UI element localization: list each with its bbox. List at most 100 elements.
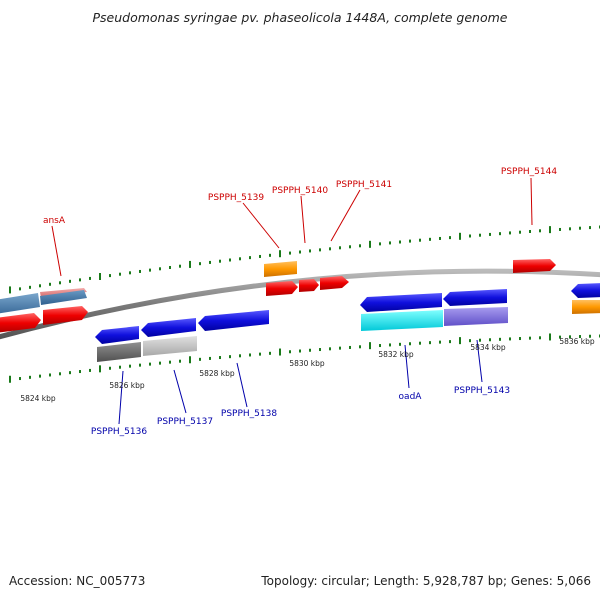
minor-tick <box>339 346 341 350</box>
gene-steel-2[interactable] <box>40 290 87 305</box>
minor-tick <box>299 349 301 353</box>
kbp-label: 5832 kbp <box>378 350 414 359</box>
minor-tick <box>299 250 301 254</box>
major-tick <box>9 286 11 294</box>
label-PSPPH_5137[interactable]: PSPPH_5137 <box>157 417 213 427</box>
minor-tick <box>179 359 181 363</box>
gene-PSPPH_5144[interactable] <box>513 259 556 273</box>
label-PSPPH_5139[interactable]: PSPPH_5139 <box>208 193 264 203</box>
minor-tick <box>559 227 561 231</box>
minor-tick <box>29 375 31 379</box>
minor-tick <box>399 240 401 244</box>
label-PSPPH_5138[interactable]: PSPPH_5138 <box>221 409 277 419</box>
major-tick <box>99 273 101 280</box>
minor-tick <box>529 336 531 340</box>
gene-oadA-blue[interactable] <box>360 293 442 312</box>
map-title: Pseudomonas syringae pv. phaseolicola 14… <box>92 10 508 25</box>
minor-tick <box>389 241 391 245</box>
forward-tick-row <box>9 225 600 294</box>
minor-tick <box>259 254 261 258</box>
label-PSPPH_5136[interactable]: PSPPH_5136 <box>91 427 147 437</box>
minor-tick <box>479 233 481 237</box>
label-PSPPH_5141[interactable]: PSPPH_5141 <box>336 180 392 190</box>
kbp-label: 5826 kbp <box>109 381 145 390</box>
label-leaders <box>51 177 533 425</box>
reverse-tick-row <box>9 333 600 383</box>
gene-red-1[interactable] <box>0 313 41 333</box>
minor-tick <box>329 347 331 351</box>
label-ansA[interactable]: ansA <box>43 216 66 226</box>
major-tick <box>459 337 461 345</box>
gene-PSPPH_5141[interactable] <box>320 276 349 290</box>
minor-tick <box>79 370 81 374</box>
minor-tick <box>219 259 221 263</box>
minor-tick <box>319 348 321 352</box>
minor-tick <box>119 365 121 369</box>
minor-tick <box>89 276 91 280</box>
major-tick <box>369 240 371 248</box>
leader-PSPPH_5143 <box>476 339 483 383</box>
minor-tick <box>349 245 351 249</box>
gene-orange-right[interactable] <box>572 300 600 314</box>
minor-tick <box>569 227 571 231</box>
label-oadA[interactable]: oadA <box>399 392 423 402</box>
kbp-label: 5834 kbp <box>470 343 506 352</box>
gene-gray-dark[interactable] <box>97 342 141 362</box>
gene-PSPPH_5143[interactable] <box>444 307 508 326</box>
minor-tick <box>49 373 51 377</box>
minor-tick <box>139 269 141 273</box>
minor-tick <box>529 229 531 233</box>
minor-tick <box>489 232 491 236</box>
label-PSPPH_5140[interactable]: PSPPH_5140 <box>272 186 328 196</box>
minor-tick <box>479 338 481 342</box>
minor-tick <box>509 337 511 341</box>
gene-gray-light[interactable] <box>143 336 197 356</box>
major-tick <box>9 375 11 383</box>
minor-tick <box>79 278 81 282</box>
minor-tick <box>169 360 171 364</box>
major-tick <box>279 348 281 356</box>
kbp-label: 5830 kbp <box>289 359 325 368</box>
minor-tick <box>269 253 271 257</box>
minor-tick <box>109 366 111 370</box>
minor-tick <box>19 287 21 291</box>
minor-tick <box>469 234 471 238</box>
minor-tick <box>209 260 211 264</box>
minor-tick <box>179 264 181 268</box>
gene-PSPPH_5143-blue[interactable] <box>443 289 507 306</box>
major-tick <box>279 250 281 258</box>
minor-tick <box>399 342 401 346</box>
leader-oadA <box>404 344 410 389</box>
minor-tick <box>559 335 561 339</box>
gene-PSPPH_5138[interactable] <box>198 310 269 331</box>
gene-blue-right[interactable] <box>571 283 600 298</box>
gene-steel-1[interactable] <box>0 293 40 314</box>
gene-PSPPH_5137[interactable] <box>141 318 196 337</box>
minor-tick <box>269 351 271 355</box>
major-tick <box>369 342 371 350</box>
minor-tick <box>539 229 541 233</box>
minor-tick <box>489 338 491 342</box>
reverse-genes <box>95 283 600 362</box>
minor-tick <box>59 372 61 376</box>
gene-red-2[interactable] <box>43 306 88 325</box>
gene-PSPPH_5140[interactable] <box>266 281 298 296</box>
gene-PSPPH_5139[interactable] <box>264 261 297 277</box>
gene-PSPPH_5136[interactable] <box>95 326 139 344</box>
gene-oadA[interactable] <box>361 310 443 331</box>
minor-tick <box>509 231 511 235</box>
minor-tick <box>149 362 151 366</box>
minor-tick <box>539 336 541 340</box>
forward-genes <box>0 259 600 333</box>
label-PSPPH_5144[interactable]: PSPPH_5144 <box>501 167 557 177</box>
minor-tick <box>389 343 391 347</box>
gene-labels: ansA PSPPH_5139 PSPPH_5140 PSPPH_5141 PS… <box>43 167 557 437</box>
leader-PSPPH_5140 <box>300 195 306 244</box>
minor-tick <box>119 272 121 276</box>
minor-tick <box>439 236 441 240</box>
minor-tick <box>199 262 201 266</box>
minor-tick <box>359 345 361 349</box>
gene-PSPPH_5141-a[interactable] <box>299 279 319 292</box>
minor-tick <box>229 355 231 359</box>
label-PSPPH_5143[interactable]: PSPPH_5143 <box>454 386 510 396</box>
